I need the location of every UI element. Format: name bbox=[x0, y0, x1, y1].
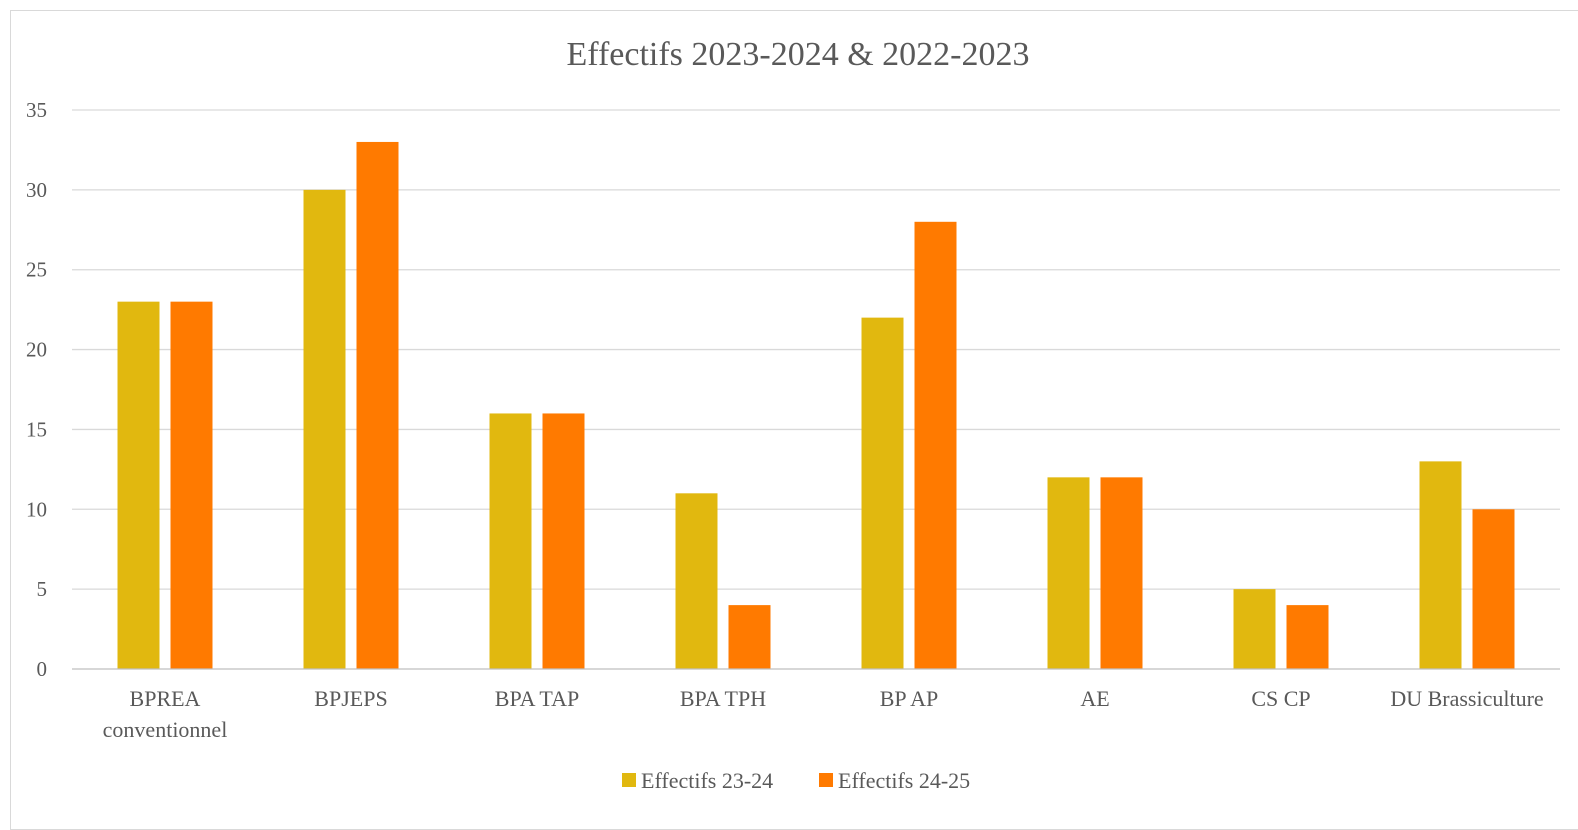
chart-title: Effectifs 2023-2024 & 2022-2023 bbox=[566, 36, 1029, 73]
x-category-label: BP AP bbox=[880, 686, 939, 711]
y-tick-label: 25 bbox=[26, 258, 47, 282]
x-category-label: BPJEPS bbox=[314, 686, 387, 711]
chart-frame bbox=[10, 10, 1578, 830]
bar-1-6 bbox=[1047, 477, 1090, 669]
legend-label: Effectifs 24-25 bbox=[838, 768, 970, 793]
bar-2-4 bbox=[728, 605, 771, 669]
bars bbox=[117, 141, 1515, 670]
bar-1-3 bbox=[489, 413, 532, 669]
bar-2-2 bbox=[356, 141, 399, 669]
y-tick-label: 0 bbox=[37, 657, 48, 681]
bar-2-5 bbox=[914, 221, 957, 670]
bar-2-6 bbox=[1100, 477, 1143, 669]
x-axis-category-labels: BPREA conventionnel BPJEPS BPA TAP BPA TPH BP… bbox=[103, 686, 1544, 742]
bar-1-5 bbox=[861, 317, 904, 669]
gridlines bbox=[72, 109, 1560, 590]
y-tick-label: 5 bbox=[37, 577, 48, 601]
legend-swatch bbox=[622, 773, 636, 787]
x-category-label: CS CP bbox=[1251, 686, 1310, 711]
bar-2-3 bbox=[542, 413, 585, 669]
y-tick-label: 20 bbox=[26, 338, 47, 362]
legend: Effectifs 23-24 Effectifs 24-25 bbox=[622, 768, 970, 793]
bar-2-7 bbox=[1286, 605, 1329, 669]
bar-1-1 bbox=[117, 301, 160, 669]
y-tick-label: 35 bbox=[26, 98, 47, 122]
legend-label: Effectifs 23-24 bbox=[641, 768, 773, 793]
y-axis-tick-labels: 0 5 10 15 20 25 30 35 bbox=[26, 98, 47, 681]
x-category-label: conventionnel bbox=[103, 717, 228, 742]
x-category-label: DU Brassiculture bbox=[1390, 686, 1543, 711]
y-tick-label: 30 bbox=[26, 178, 47, 202]
bar-1-7 bbox=[1233, 589, 1276, 669]
bar-2-8 bbox=[1472, 509, 1515, 669]
x-category-label: BPA TPH bbox=[680, 686, 766, 711]
bar-2-1 bbox=[170, 301, 213, 669]
y-tick-label: 10 bbox=[26, 497, 47, 521]
legend-swatch bbox=[819, 773, 833, 787]
x-category-label: BPA TAP bbox=[495, 686, 579, 711]
bar-1-4 bbox=[675, 493, 718, 669]
x-category-label: BPREA bbox=[130, 686, 201, 711]
bar-1-2 bbox=[303, 189, 346, 669]
bar-1-8 bbox=[1419, 461, 1462, 669]
y-tick-label: 15 bbox=[26, 417, 47, 441]
x-category-label: AE bbox=[1080, 686, 1109, 711]
